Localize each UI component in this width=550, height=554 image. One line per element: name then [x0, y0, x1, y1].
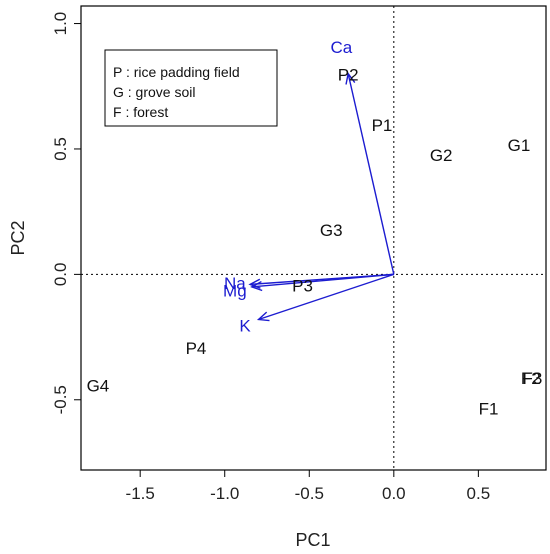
y-tick-label: 0.0: [51, 263, 70, 287]
point-p2: P2: [338, 66, 359, 85]
point-f3: F3: [523, 369, 543, 388]
point-g2: G2: [430, 146, 453, 165]
point-p1: P1: [372, 116, 393, 135]
y-axis-ticks: -0.5 0.0 0.5 1.0: [51, 12, 81, 414]
vector-k-label: K: [239, 317, 251, 336]
vector-mg-arrow: [251, 273, 394, 288]
point-p3: P3: [292, 276, 313, 295]
point-f1: F1: [479, 399, 499, 418]
x-tick-label: 0.0: [382, 484, 406, 503]
vector-k-arrow: [258, 273, 395, 321]
x-axis-title: PC1: [295, 530, 330, 550]
vector-mg-label: Mg: [223, 281, 247, 300]
plot-frame: [80, 5, 547, 471]
vector-k-arrowhead: [256, 311, 270, 322]
point-p4: P4: [186, 339, 207, 358]
legend-entry-p: P : rice padding field: [113, 64, 240, 80]
y-tick-label: 1.0: [51, 12, 70, 36]
y-tick-label: -0.5: [51, 385, 70, 414]
vector-mg-arrowhead: [250, 280, 263, 292]
x-tick-label: 0.5: [467, 484, 491, 503]
point-g1: G1: [508, 136, 531, 155]
x-axis-ticks: -1.5 -1.0 -0.5 0.0 0.5: [126, 470, 491, 503]
point-f2: F2: [521, 369, 541, 388]
vector-na-label: Na: [224, 274, 246, 293]
legend-entry-g: G : grove soil: [113, 84, 195, 100]
point-g3: G3: [320, 221, 343, 240]
point-g4: G4: [87, 377, 110, 396]
vector-ca-arrowhead: [345, 72, 356, 85]
x-tick-label: -1.0: [210, 484, 239, 503]
x-tick-label: -0.5: [295, 484, 324, 503]
legend-box: [104, 49, 278, 127]
legend: P : rice padding field G : grove soil F …: [104, 49, 278, 127]
vector-ca-label: Ca: [331, 38, 353, 57]
x-tick-label: -1.5: [126, 484, 155, 503]
y-axis-title: PC2: [8, 220, 28, 255]
vector-ca-arrow: [347, 73, 395, 275]
y-tick-label: 0.5: [51, 137, 70, 161]
legend-entry-f: F : forest: [113, 104, 168, 120]
